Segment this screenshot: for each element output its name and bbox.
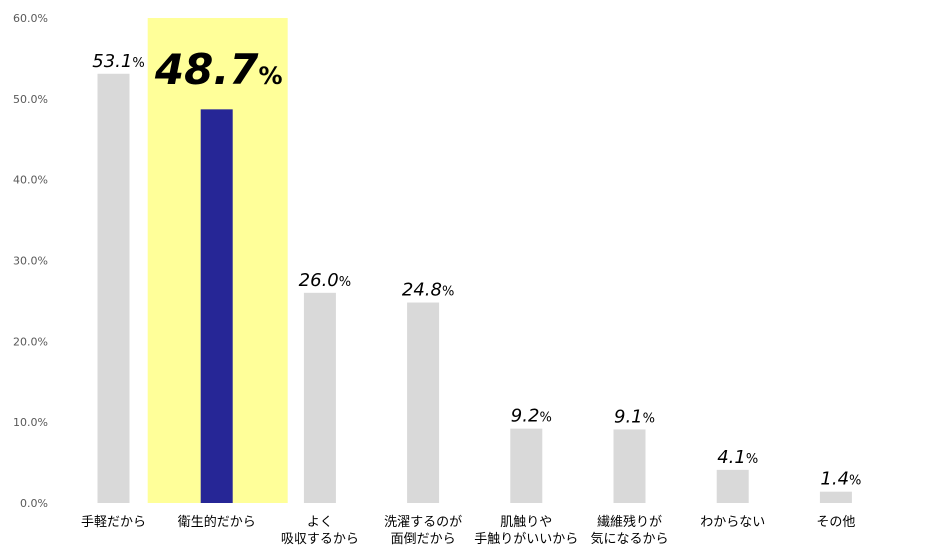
data-label: 4.1% xyxy=(717,447,758,468)
bar xyxy=(303,292,336,503)
y-tick-label: 10.0% xyxy=(13,416,48,429)
x-tick-label: 衛生的だから xyxy=(178,514,256,530)
y-tick-label: 20.0% xyxy=(13,335,48,348)
bar xyxy=(407,302,440,503)
x-tick-label: 洗濯するのが面倒だから xyxy=(384,515,462,547)
y-tick-label: 30.0% xyxy=(13,255,48,268)
y-tick-label: 40.0% xyxy=(13,174,48,187)
x-tick-label: その他 xyxy=(816,515,855,530)
data-label: 53.1% xyxy=(92,51,144,72)
x-tick-label: 手軽だから xyxy=(81,515,146,530)
y-tick-label: 0.0% xyxy=(20,497,48,510)
bar xyxy=(716,469,749,503)
bar xyxy=(97,73,130,504)
data-label: 48.7% xyxy=(154,45,283,94)
x-tick-label: わからない xyxy=(700,515,765,530)
bar xyxy=(819,491,852,503)
data-label: 24.8% xyxy=(402,280,454,301)
bar xyxy=(200,109,233,503)
x-tick-label: 肌触りや手触りがいいから xyxy=(474,515,578,547)
data-label: 26.0% xyxy=(299,270,351,291)
bar xyxy=(510,428,543,503)
data-label: 9.2% xyxy=(511,406,552,427)
bar xyxy=(613,429,646,503)
y-tick-label: 60.0% xyxy=(13,12,48,25)
data-label: 1.4% xyxy=(820,469,861,490)
x-tick-label: よく吸収するから xyxy=(281,515,359,547)
data-label: 9.1% xyxy=(614,406,655,427)
y-tick-label: 50.0% xyxy=(13,93,48,106)
x-tick-label: 繊維残りが気になるから xyxy=(590,514,668,547)
